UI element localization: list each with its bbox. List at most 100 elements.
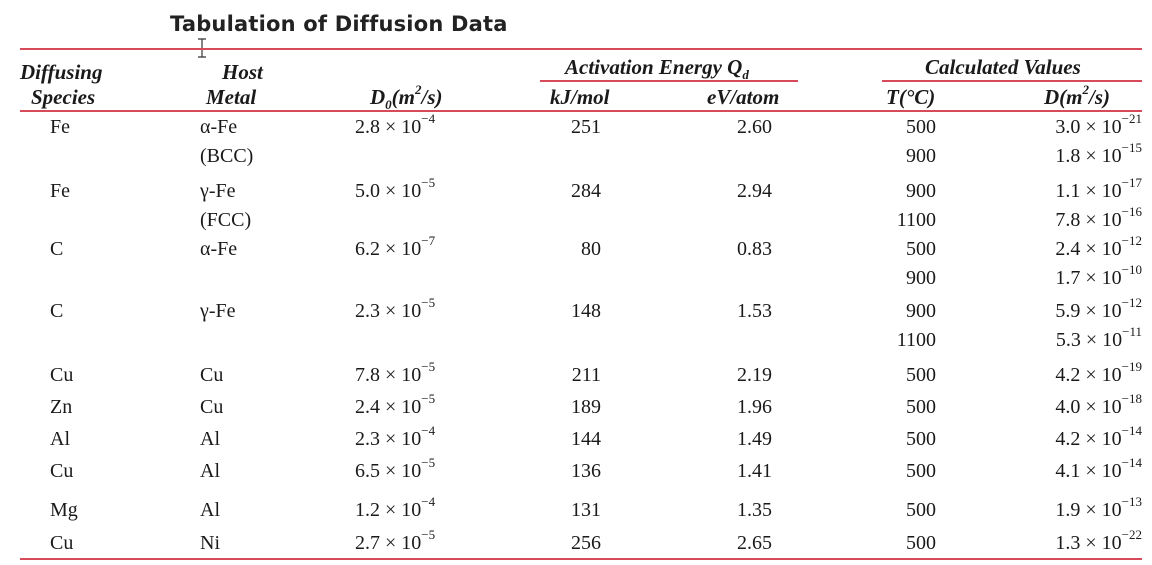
d0-cell-exponent: −5: [421, 391, 436, 407]
ev-cell: 1.96: [737, 396, 772, 418]
header-activation-sub: d: [742, 67, 749, 83]
kj-cell: 256: [571, 532, 601, 554]
header-d0-unit: (m: [391, 85, 415, 109]
host-cell: α-Fe: [200, 238, 238, 260]
temperature-cell: 900: [906, 145, 936, 167]
temperature-cell: 900: [906, 300, 936, 322]
d0-cell-mantissa: 6.2 × 10: [355, 238, 422, 260]
d0-cell-mantissa: 2.4 × 10: [355, 396, 422, 418]
activation-rule: [540, 80, 798, 82]
top-rule: [20, 48, 1142, 50]
host-cell: Al: [200, 460, 220, 482]
kj-cell: 131: [571, 499, 601, 521]
host-cell: α-Fe: [200, 116, 238, 138]
d0-cell-exponent: −7: [421, 233, 436, 249]
header-d-exp: 2: [1082, 82, 1090, 97]
temperature-cell: 500: [906, 396, 936, 418]
d0-cell-exponent: −4: [421, 111, 436, 127]
diffusivity-cell-mantissa: 5.9 × 10: [1055, 300, 1122, 322]
diffusivity-cell-mantissa: 7.8 × 10: [1055, 209, 1122, 231]
diffusivity-cell-mantissa: 1.8 × 10: [1055, 145, 1122, 167]
diffusivity-cell-mantissa: 1.1 × 10: [1055, 180, 1122, 202]
d0-cell-exponent: −5: [421, 359, 436, 375]
temperature-cell: 900: [906, 180, 936, 202]
species-cell: Mg: [50, 499, 78, 521]
d0-cell-mantissa: 2.7 × 10: [355, 532, 422, 554]
diffusivity-cell-mantissa: 5.3 × 10: [1055, 329, 1123, 351]
diffusivity-cell-mantissa: 1.3 × 10: [1055, 532, 1122, 554]
diffusivity-cell-exponent: −14: [1121, 423, 1142, 439]
diffusivity-cell: 1.3 × 10−22: [1055, 528, 1142, 555]
table-title: Tabulation of Diffusion Data: [170, 12, 508, 36]
header-metal: Metal: [206, 85, 257, 109]
d0-cell: 5.0 × 10−5: [355, 176, 435, 203]
species-cell: Cu: [50, 364, 74, 386]
d0-cell: 7.8 × 10−5: [355, 360, 435, 387]
ev-cell: 0.83: [737, 238, 772, 260]
d0-cell: 2.3 × 10−4: [355, 424, 435, 451]
diffusivity-cell-mantissa: 3.0 × 10: [1055, 116, 1122, 138]
diffusivity-cell-exponent: −12: [1121, 233, 1142, 249]
species-cell: C: [50, 238, 64, 260]
header-activation: Activation Energy Qd: [565, 55, 749, 83]
d0-cell: 2.7 × 10−5: [355, 528, 435, 555]
ev-cell: 2.60: [737, 116, 772, 138]
temperature-cell: 500: [906, 428, 936, 450]
d0-cell-mantissa: 2.8 × 10: [355, 116, 422, 138]
diffusivity-cell: 1.7 × 10−10: [1055, 263, 1142, 290]
diffusivity-cell-exponent: −19: [1121, 359, 1142, 375]
host-cell: Al: [200, 428, 220, 450]
host-cell: Al: [200, 499, 220, 521]
d0-cell-exponent: −5: [421, 455, 436, 471]
kj-cell: 144: [571, 428, 601, 450]
diffusivity-cell-exponent: −15: [1121, 140, 1142, 156]
temperature-cell: 500: [906, 499, 936, 521]
d0-cell-mantissa: 7.8 × 10: [355, 364, 422, 386]
temperature-cell: 1100: [896, 209, 936, 231]
diffusivity-cell-exponent: −16: [1121, 204, 1142, 220]
ev-cell: 1.53: [737, 300, 772, 322]
diffusivity-cell: 1.9 × 10−13: [1055, 495, 1142, 522]
d0-cell-exponent: −4: [421, 494, 436, 510]
d0-cell: 6.5 × 10−5: [355, 456, 435, 483]
header-rule: [20, 110, 1142, 112]
d0-cell-mantissa: 5.0 × 10: [355, 180, 422, 202]
header-d0-exp: 2: [415, 82, 422, 97]
diffusivity-cell: 1.1 × 10−17: [1055, 176, 1142, 203]
d0-cell-exponent: −4: [421, 423, 436, 439]
header-host: Host: [222, 60, 263, 84]
diffusivity-cell-mantissa: 4.2 × 10: [1055, 428, 1122, 450]
species-cell: Fe: [50, 116, 70, 138]
d0-cell-exponent: −5: [421, 295, 436, 311]
host-cell: γ-Fe: [200, 300, 236, 322]
header-activation-text: Activation Energy Q: [565, 55, 743, 79]
diffusivity-cell: 2.4 × 10−12: [1055, 234, 1142, 261]
d0-cell-exponent: −5: [421, 175, 436, 191]
ev-cell: 2.19: [737, 364, 772, 386]
diffusivity-cell: 4.1 × 10−14: [1055, 456, 1142, 483]
host-cell: (FCC): [200, 209, 252, 231]
host-cell: (BCC): [200, 145, 254, 167]
header-species: Species: [31, 85, 96, 109]
diffusivity-cell-exponent: −10: [1121, 262, 1142, 278]
species-cell: Al: [50, 428, 70, 450]
diffusivity-cell: 7.8 × 10−16: [1055, 205, 1142, 232]
header-d0-base: D: [370, 85, 386, 109]
d0-cell-mantissa: 6.5 × 10: [355, 460, 422, 482]
ev-cell: 1.35: [737, 499, 772, 521]
kj-cell: 284: [571, 180, 601, 202]
d0-cell: 1.2 × 10−4: [355, 495, 435, 522]
diffusivity-cell-exponent: −21: [1121, 111, 1142, 127]
diffusivity-cell-exponent: −18: [1121, 391, 1142, 407]
diffusivity-cell-mantissa: 4.0 × 10: [1055, 396, 1122, 418]
diffusivity-cell-exponent: −12: [1121, 295, 1142, 311]
species-cell: Cu: [50, 532, 74, 554]
kj-cell: 136: [571, 460, 601, 482]
diffusivity-cell: 4.2 × 10−19: [1055, 360, 1142, 387]
diffusivity-cell-mantissa: 4.2 × 10: [1055, 364, 1122, 386]
ev-cell: 1.49: [737, 428, 772, 450]
diffusivity-cell: 5.9 × 10−12: [1055, 296, 1142, 323]
species-cell: Zn: [50, 396, 73, 418]
temperature-cell: 500: [906, 460, 936, 482]
d0-cell-mantissa: 2.3 × 10: [355, 428, 422, 450]
